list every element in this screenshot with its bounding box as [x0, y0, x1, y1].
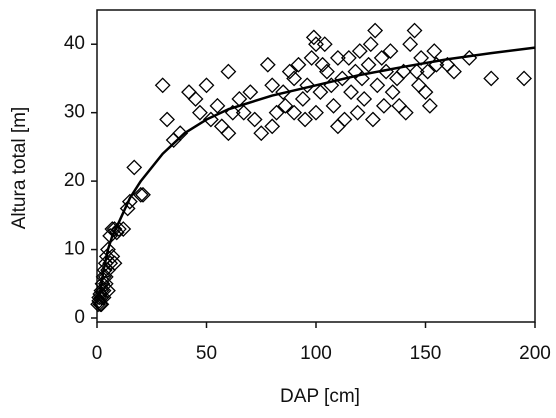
- data-point: [389, 70, 405, 87]
- data-point: [220, 63, 237, 80]
- data-point: [421, 97, 438, 114]
- data-point: [100, 282, 116, 299]
- data-point: [294, 91, 311, 107]
- data-point: [319, 63, 335, 80]
- data-point: [275, 84, 292, 101]
- data-point: [115, 221, 132, 237]
- data-point: [213, 118, 230, 135]
- data-point: [202, 111, 219, 128]
- data-point: [121, 193, 138, 210]
- data-point: [343, 84, 359, 101]
- data-point: [108, 224, 125, 241]
- data-point: [246, 111, 263, 128]
- data-point: [329, 118, 346, 135]
- data-point: [349, 104, 366, 121]
- data-point: [135, 186, 151, 203]
- data-point: [340, 49, 357, 66]
- y-axis-label: Altura total [m]: [9, 107, 30, 230]
- data-point: [336, 111, 353, 128]
- data-point: [235, 104, 252, 121]
- data-point: [391, 97, 408, 114]
- data-point: [308, 36, 324, 53]
- data-point: [92, 296, 109, 313]
- x-tick-label: 100: [300, 343, 332, 364]
- data-point: [417, 84, 434, 101]
- data-point: [100, 241, 116, 258]
- x-tick-label: 0: [92, 343, 103, 364]
- data-point: [220, 125, 237, 142]
- data-point: [351, 43, 368, 59]
- data-point: [281, 63, 298, 80]
- data-point: [419, 63, 436, 80]
- data-point: [106, 255, 123, 272]
- y-tick-label: 30: [64, 102, 85, 123]
- y-tick-label: 0: [74, 307, 85, 328]
- data-point: [365, 111, 381, 128]
- data-point: [367, 22, 384, 39]
- data-point: [308, 104, 324, 121]
- y-tick-label: 40: [64, 33, 85, 54]
- data-point: [375, 97, 392, 114]
- data-point: [384, 84, 401, 101]
- data-point: [277, 97, 294, 114]
- data-point: [286, 70, 303, 87]
- data-point: [395, 63, 412, 80]
- data-point: [316, 36, 333, 53]
- x-tick-label: 50: [196, 343, 217, 364]
- data-point: [299, 77, 316, 94]
- data-point: [159, 111, 175, 128]
- data-point: [411, 77, 427, 94]
- data-point: [172, 125, 189, 142]
- data-point: [446, 63, 462, 80]
- data-point: [356, 91, 373, 107]
- data-point: [264, 118, 281, 135]
- data-point: [187, 91, 204, 107]
- data-point: [154, 77, 171, 94]
- fit-curve: [97, 46, 536, 298]
- y-tick-label: 20: [64, 170, 85, 191]
- data-point: [192, 104, 208, 121]
- data-point: [406, 22, 423, 39]
- x-tick-label: 150: [410, 343, 442, 364]
- data-point: [91, 292, 108, 309]
- data-point: [286, 104, 303, 121]
- data-point: [483, 70, 500, 87]
- data-point: [181, 84, 197, 101]
- data-point: [314, 56, 331, 73]
- data-point: [402, 36, 419, 53]
- data-point: [397, 104, 414, 121]
- data-point: [360, 56, 377, 73]
- data-point: [259, 56, 276, 73]
- data-point: [268, 104, 285, 121]
- data-point: [382, 43, 399, 59]
- data-point: [362, 36, 379, 53]
- data-point: [369, 77, 386, 94]
- data-point: [408, 63, 425, 80]
- data-point: [253, 125, 270, 142]
- data-point: [373, 49, 390, 66]
- data-point: [426, 43, 443, 59]
- x-axis-label: DAP [cm]: [280, 386, 360, 407]
- data-point: [329, 49, 346, 66]
- data-point: [126, 159, 143, 176]
- data-point: [242, 84, 259, 101]
- data-point: [303, 49, 320, 66]
- data-point: [93, 282, 110, 299]
- data-point: [334, 70, 351, 87]
- data-point: [132, 186, 149, 203]
- data-point: [290, 56, 307, 73]
- data-point: [325, 97, 342, 114]
- data-point: [264, 77, 281, 94]
- data-point: [516, 70, 532, 87]
- data-point: [110, 221, 127, 237]
- data-point: [312, 84, 329, 101]
- data-point: [305, 29, 322, 46]
- y-tick-label: 10: [64, 239, 85, 260]
- x-tick-label: 200: [519, 343, 551, 364]
- data-point: [198, 77, 215, 94]
- data-point: [209, 97, 226, 114]
- data-point: [297, 111, 313, 128]
